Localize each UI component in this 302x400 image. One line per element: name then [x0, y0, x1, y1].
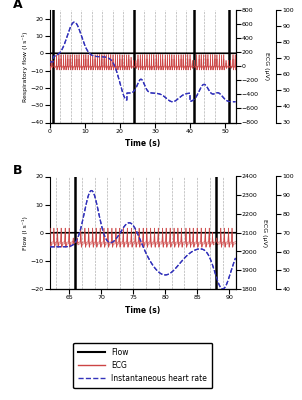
- Legend: Flow, ECG, Instantaneous heart rate: Flow, ECG, Instantaneous heart rate: [73, 343, 212, 388]
- Text: A: A: [13, 0, 22, 11]
- Y-axis label: ECG (μV): ECG (μV): [262, 219, 267, 247]
- Y-axis label: Flow (l s⁻¹): Flow (l s⁻¹): [22, 216, 28, 250]
- X-axis label: Time (s): Time (s): [125, 306, 160, 315]
- Text: B: B: [13, 164, 22, 177]
- X-axis label: Time (s): Time (s): [125, 139, 160, 148]
- Y-axis label: ECG (μV): ECG (μV): [264, 52, 268, 80]
- Y-axis label: Respiratory flow (l s⁻¹): Respiratory flow (l s⁻¹): [22, 31, 28, 102]
